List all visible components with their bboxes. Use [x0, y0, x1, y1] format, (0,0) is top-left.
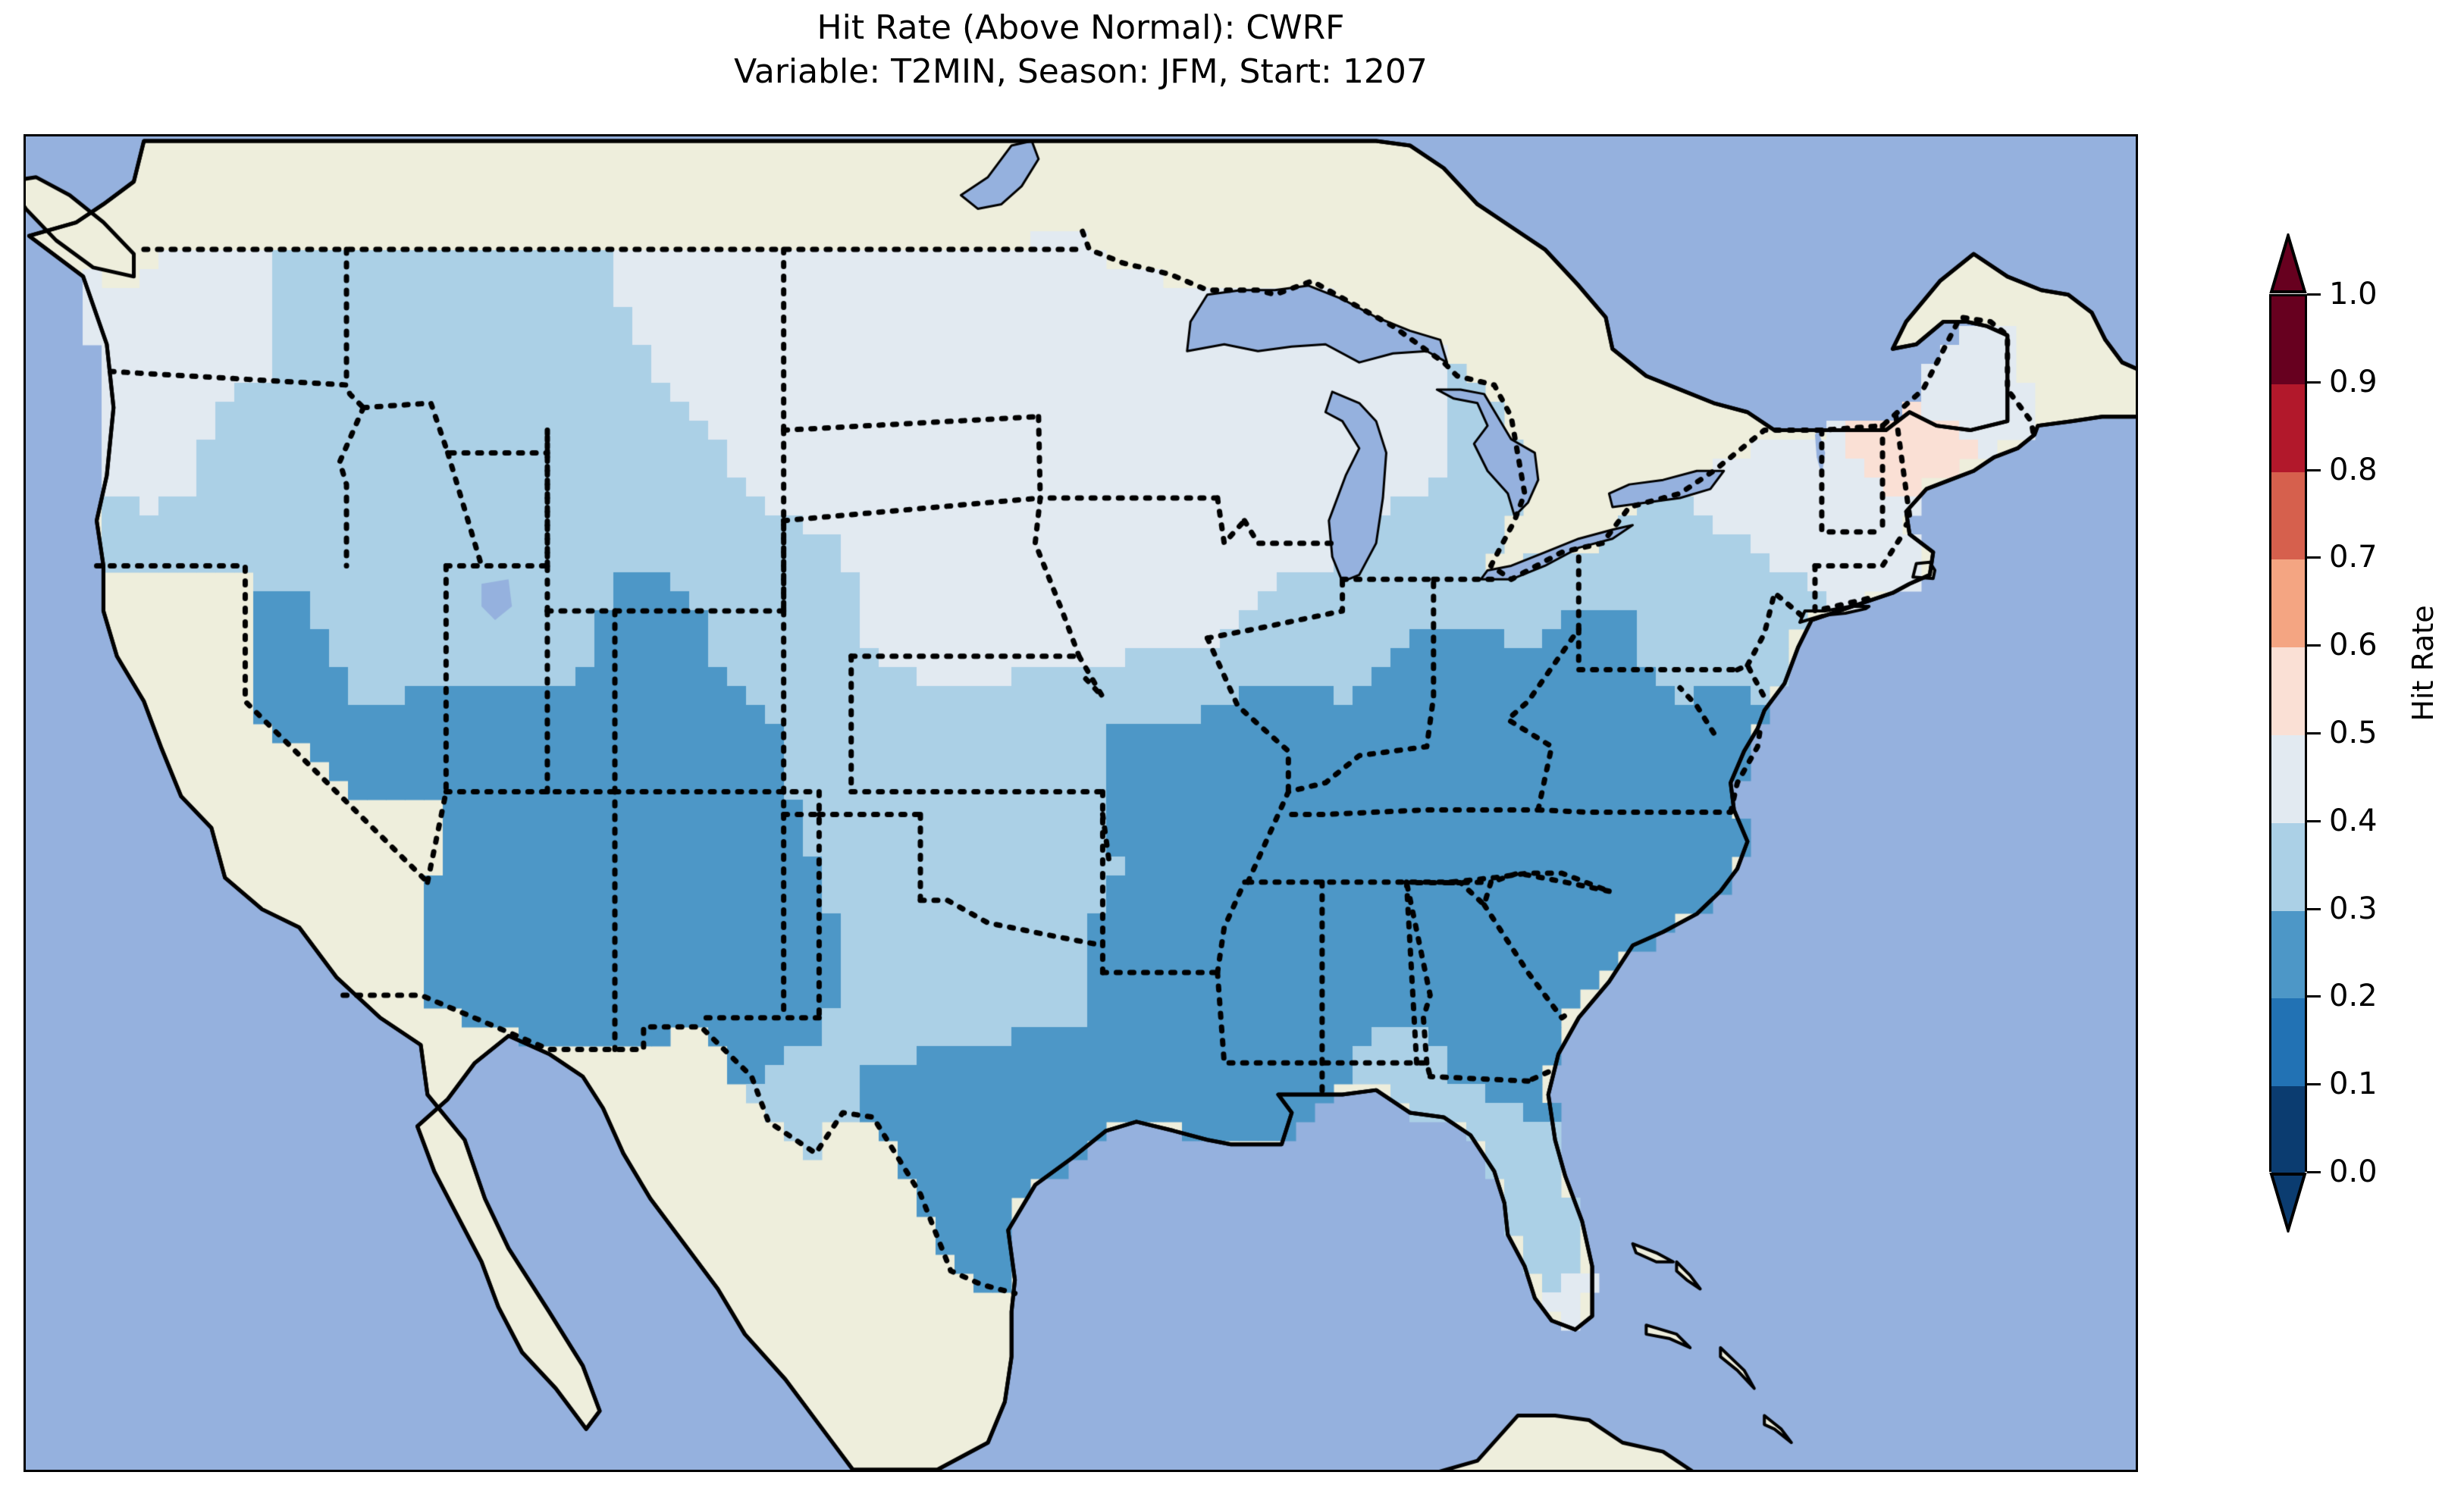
colorbar-band — [2271, 1086, 2305, 1174]
colorbar-tick — [2307, 293, 2321, 296]
colorbar-tick — [2307, 819, 2321, 822]
colorbar-band — [2271, 647, 2305, 735]
colorbar-tick-label: 0.8 — [2329, 452, 2378, 487]
colorbar-tick-label: 0.5 — [2329, 716, 2378, 750]
colorbar-tick-label: 0.3 — [2329, 891, 2378, 926]
colorbar-extend-max-arrow-icon — [2269, 233, 2307, 293]
colorbar-tick-label: 0.6 — [2329, 628, 2378, 663]
colorbar-tick-label: 0.1 — [2329, 1066, 2378, 1102]
title-line-1: Hit Rate (Above Normal): CWRF — [817, 8, 1345, 47]
map-plot-area — [24, 134, 2138, 1472]
colorbar-tick-label: 0.4 — [2329, 803, 2378, 838]
colorbar-tick-label: 0.0 — [2329, 1154, 2378, 1189]
colorbar-tick-label: 1.0 — [2329, 277, 2378, 312]
colorbar-band — [2271, 471, 2305, 560]
colorbar-tick — [2307, 732, 2321, 734]
colorbar-band — [2271, 998, 2305, 1087]
colorbar-tick — [2307, 556, 2321, 559]
colorbar-gradient — [2269, 294, 2307, 1174]
colorbar-tick — [2307, 644, 2321, 647]
colorbar-tick — [2307, 468, 2321, 471]
colorbar-tick-label: 0.7 — [2329, 540, 2378, 575]
colorbar: 1.0 0.9 0.8 0.7 0.6 0.5 0.4 0.3 0.2 0.1 0.0 Hit Ra… — [2244, 121, 2464, 1364]
colorbar-tick — [2307, 1083, 2321, 1086]
colorbar-band — [2271, 910, 2305, 999]
colorbar-band — [2271, 559, 2305, 648]
hit-rate-heatmap-canvas — [26, 136, 2136, 1470]
colorbar-tick-label: 0.2 — [2329, 979, 2378, 1014]
colorbar-axis-label: Hit Rate — [2406, 605, 2440, 722]
colorbar-tick — [2307, 381, 2321, 384]
colorbar-tick-label: 0.9 — [2329, 364, 2378, 399]
colorbar-band — [2271, 822, 2305, 911]
colorbar-extend-min-arrow-icon — [2269, 1173, 2307, 1232]
colorbar-band — [2271, 735, 2305, 823]
chart-title-block: Hit Rate (Above Normal): CWRF Variable: … — [0, 6, 2161, 94]
title-line-2: Variable: T2MIN, Season: JFM, Start: 120… — [734, 52, 1428, 92]
colorbar-tick — [2307, 995, 2321, 998]
colorbar-tick — [2307, 1171, 2321, 1173]
colorbar-band — [2271, 296, 2305, 384]
colorbar-tick — [2307, 907, 2321, 910]
colorbar-band — [2271, 384, 2305, 472]
